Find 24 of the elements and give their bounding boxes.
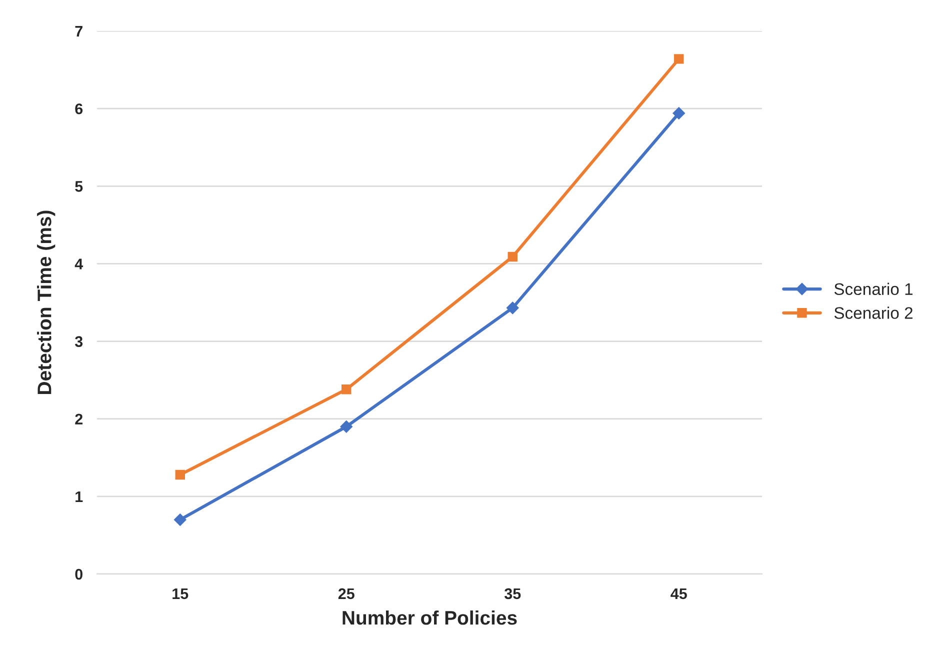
y-tick-label: 0: [75, 568, 82, 580]
y-tick-label: 3: [74, 336, 83, 347]
x-tick-label: 35: [504, 588, 521, 600]
legend-label: Scenario 1: [834, 282, 913, 296]
y-tick-label: 7: [75, 26, 82, 37]
y-axis-title: Detection Time (ms): [37, 210, 56, 394]
point: [174, 514, 186, 526]
point: [506, 302, 519, 314]
point: [672, 107, 685, 120]
point: [340, 420, 352, 433]
point: [508, 252, 518, 262]
x-axis-title: Number of Policies: [342, 610, 517, 625]
x-tick-label: 25: [338, 588, 354, 600]
legend-label: Scenario 2: [834, 306, 912, 319]
y-tick-label: 4: [74, 258, 84, 270]
point: [674, 54, 684, 64]
point: [342, 384, 352, 394]
y-tick-label: 2: [75, 414, 82, 424]
y-tick-label: 6: [75, 103, 83, 114]
x-tick-label: 45: [670, 588, 687, 600]
y-tick-label: 5: [75, 181, 83, 192]
x-tick-label: 15: [172, 588, 188, 600]
y-tick-label: 1: [76, 491, 83, 502]
point: [175, 470, 185, 480]
